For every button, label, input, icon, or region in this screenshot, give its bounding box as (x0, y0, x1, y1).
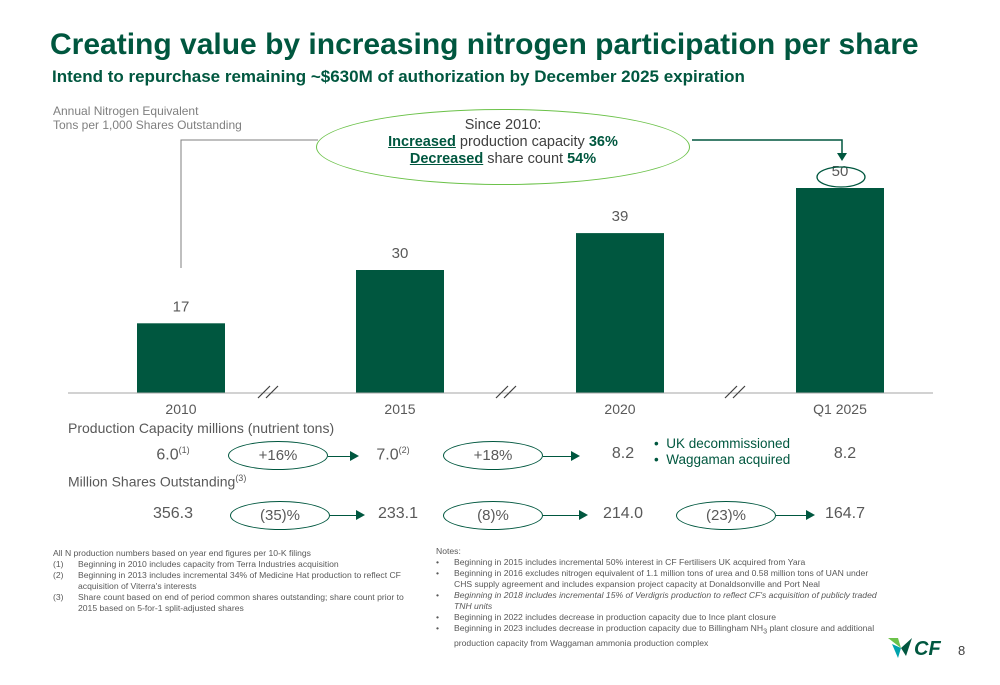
axis-break-marks (257, 385, 746, 399)
cf-logo-text: CF (914, 638, 941, 660)
x-tick-label-2010: 2010 (165, 401, 196, 417)
shares-arrow-3-head (806, 510, 815, 520)
callout-oval (316, 109, 690, 185)
production-value-2020: 8.2 (611, 445, 635, 462)
x-tick-label-q1-2025: Q1 2025 (813, 401, 867, 417)
shares-value-2010: 356.3 (152, 505, 194, 522)
bar-2010 (137, 323, 225, 393)
page-subtitle: Intend to repurchase remaining ~$630M of… (52, 67, 745, 86)
shares-arrow-1-head (356, 510, 365, 520)
note-2: • Beginning in 2016 excludes nitrogen equ… (436, 568, 869, 589)
shares-change-pill-2: (8)% (443, 501, 543, 530)
shares-change-pill-1: (35)% (230, 501, 330, 530)
shares-arrow-2-head (579, 510, 588, 520)
callout-text: Since 2010: Increased production capacit… (316, 117, 690, 168)
bullet-waggaman: • Waggaman acquired (654, 452, 791, 467)
production-change-pill-2: +18% (443, 441, 543, 470)
shares-value-q1-2025: 164.7 (824, 505, 866, 522)
shares-value-2015: 233.1 (377, 505, 419, 522)
production-change-pill-1: +16% (228, 441, 328, 470)
production-arrow-2-line (543, 456, 573, 457)
production-value-2010: 6.0(1) (156, 445, 190, 464)
footnote-1: (1) Beginning in 2010 includes capacity f… (53, 559, 339, 569)
production-notes-bullets: • UK decommissioned • Waggaman acquired (654, 436, 790, 468)
note-4: • Beginning in 2022 includes decrease in … (436, 612, 777, 622)
shares-change-pill-3: (23)% (676, 501, 776, 530)
data-label-2015: 30 (392, 245, 409, 262)
shares-arrow-1-line (330, 515, 358, 516)
footnote-3: (3) Share count based on end of period co… (53, 592, 404, 613)
bar-2015 (356, 270, 444, 393)
production-value-q1-2025: 8.2 (833, 445, 857, 462)
data-label-q1-2025: 50 (832, 163, 849, 180)
shares-value-2020: 214.0 (602, 505, 644, 522)
production-arrow-1-head (350, 451, 359, 461)
footnotes-right: Notes: • Beginning in 2015 includes incre… (436, 546, 881, 649)
note-1: • Beginning in 2015 includes incremental … (436, 557, 806, 567)
note-5: • Beginning in 2023 includes decrease in … (436, 623, 875, 648)
callout-arrow-head (837, 153, 847, 161)
callout-arrow-line (692, 139, 843, 155)
footnotes-left: All N production numbers based on year e… (53, 548, 413, 614)
production-arrow-2-head (571, 451, 580, 461)
bullet-uk: • UK decommissioned (654, 436, 791, 451)
data-label-2020: 39 (612, 208, 629, 225)
bar-2020 (576, 233, 664, 393)
shares-arrow-3-line (776, 515, 808, 516)
x-tick-label-2015: 2015 (384, 401, 415, 417)
cf-logo-mark-icon (888, 638, 912, 658)
page-title: Creating value by increasing nitrogen pa… (50, 28, 919, 61)
production-arrow-1-line (328, 456, 352, 457)
production-value-2015: 7.0(2) (376, 445, 410, 464)
callout-line2: Increased production capacity 36% (388, 134, 618, 150)
callout-leader-line (180, 139, 318, 268)
shares-outstanding-label: Million Shares Outstanding(3) (68, 473, 247, 490)
note-3: • Beginning in 2018 includes incremental … (436, 590, 877, 611)
callout-line1: Since 2010: (464, 117, 542, 133)
bar-q1-2025 (796, 188, 884, 393)
data-label-oval-q1-2025 (816, 166, 866, 188)
footnote-intro: All N production numbers based on year e… (53, 548, 311, 558)
y-axis-label-line2: Tons per 1,000 Shares Outstanding (53, 118, 242, 132)
shares-arrow-2-line (543, 515, 581, 516)
x-tick-label-2020: 2020 (604, 401, 635, 417)
data-label-2010: 17 (173, 298, 190, 315)
production-capacity-label: Production Capacity millions (nutrient t… (68, 420, 335, 436)
footnote-2: (2) Beginning in 2013 includes incrementa… (53, 570, 401, 591)
page-number: 8 (958, 643, 966, 658)
notes-heading: Notes: (436, 546, 461, 556)
y-axis-label-line1: Annual Nitrogen Equivalent (53, 104, 199, 118)
callout-line3: Decreased share count 54% (409, 151, 597, 167)
